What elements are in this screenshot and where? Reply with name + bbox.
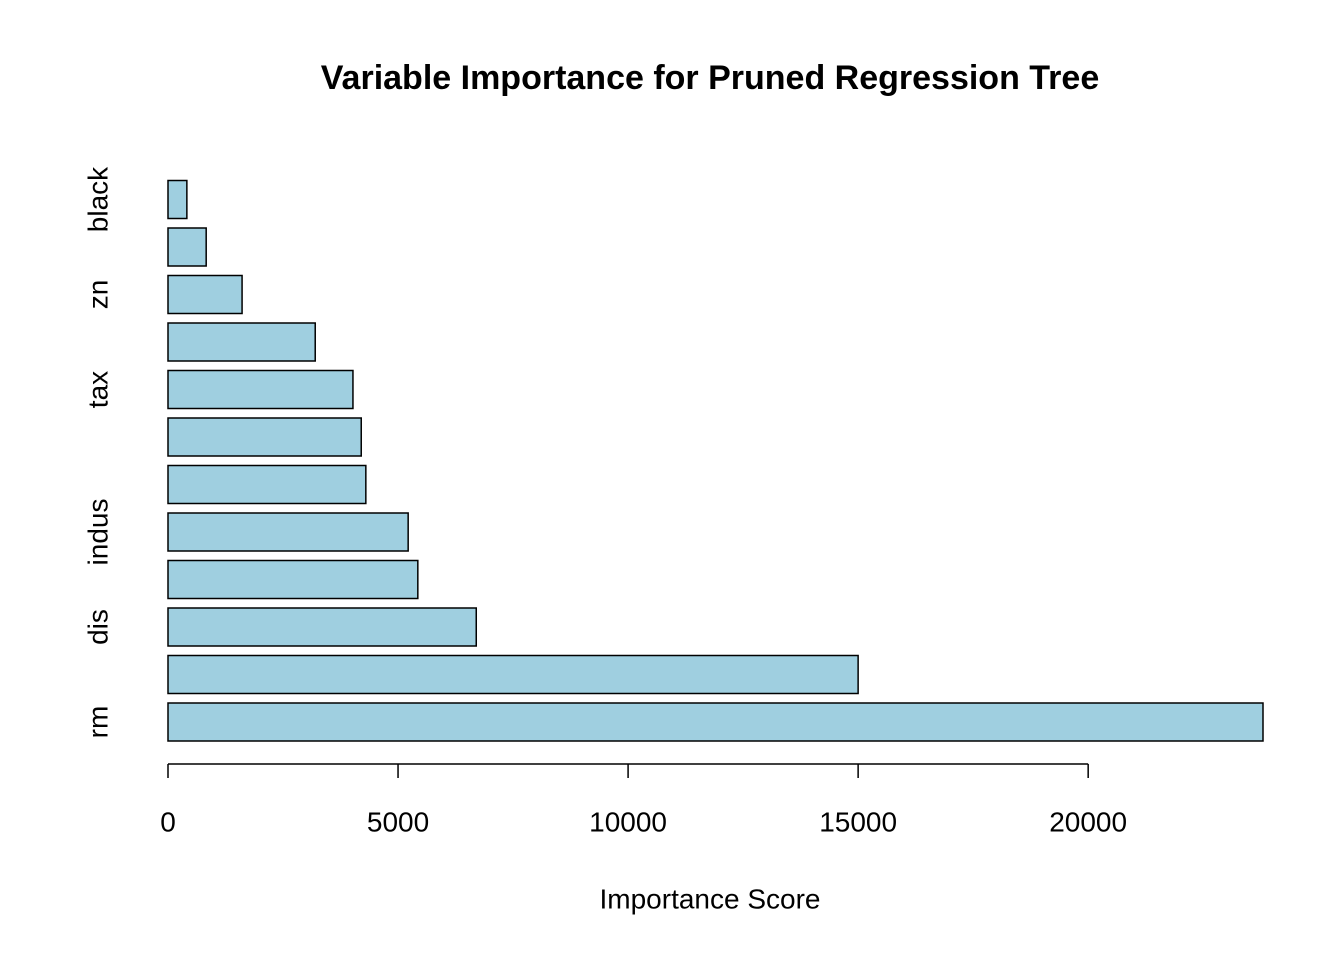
y-tick-label: dis	[82, 609, 113, 645]
bar	[167, 559, 419, 600]
x-axis-title: Importance Score	[600, 883, 821, 914]
y-tick-label: rm	[82, 706, 113, 739]
y-tick-label: black	[82, 166, 113, 232]
bar	[167, 227, 207, 267]
bar	[167, 322, 316, 362]
bar	[167, 464, 367, 505]
bar	[167, 417, 362, 457]
x-tick-label: 10000	[589, 806, 667, 837]
bar	[167, 702, 1264, 742]
x-tick-label: 0	[160, 806, 176, 837]
bar	[167, 512, 409, 552]
y-tick-label: zn	[82, 280, 113, 310]
bar	[167, 654, 859, 695]
y-tick-label: indus	[82, 499, 113, 566]
y-tick-label: tax	[82, 371, 113, 408]
x-tick-label: 20000	[1049, 806, 1127, 837]
bar	[167, 607, 478, 647]
bar	[167, 369, 354, 410]
chart-title: Variable Importance for Pruned Regressio…	[321, 59, 1099, 97]
x-tick-label: 5000	[367, 806, 429, 837]
x-tick-label: 15000	[819, 806, 897, 837]
bar	[167, 274, 243, 315]
bar	[167, 179, 188, 220]
